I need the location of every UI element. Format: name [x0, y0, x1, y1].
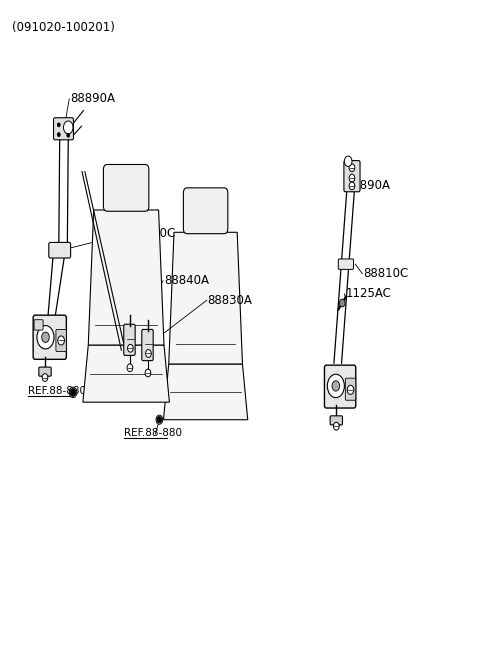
Circle shape — [156, 415, 163, 424]
Polygon shape — [169, 233, 242, 364]
Circle shape — [347, 385, 354, 394]
FancyBboxPatch shape — [39, 367, 51, 376]
Circle shape — [327, 374, 344, 398]
Text: 88820C: 88820C — [130, 227, 175, 240]
Circle shape — [57, 123, 60, 127]
Circle shape — [344, 156, 352, 166]
Polygon shape — [88, 210, 164, 345]
FancyBboxPatch shape — [33, 315, 66, 360]
Circle shape — [127, 364, 133, 371]
Circle shape — [58, 336, 64, 345]
Circle shape — [157, 417, 162, 423]
FancyBboxPatch shape — [344, 160, 360, 192]
Text: REF.88-880: REF.88-880 — [28, 386, 86, 396]
Circle shape — [57, 133, 60, 136]
Circle shape — [63, 121, 73, 134]
FancyBboxPatch shape — [345, 378, 356, 400]
Circle shape — [349, 174, 355, 182]
Circle shape — [339, 299, 345, 307]
Text: 88890A: 88890A — [70, 92, 115, 105]
FancyBboxPatch shape — [34, 320, 43, 330]
Text: 88810C: 88810C — [363, 267, 408, 280]
Text: (091020-100201): (091020-100201) — [12, 21, 115, 34]
Polygon shape — [164, 364, 248, 420]
Circle shape — [332, 381, 340, 391]
Circle shape — [349, 164, 355, 172]
FancyBboxPatch shape — [124, 324, 135, 356]
Text: REF.88-880: REF.88-880 — [124, 428, 182, 438]
Text: 88840A: 88840A — [164, 274, 209, 288]
Circle shape — [128, 345, 133, 352]
FancyBboxPatch shape — [183, 188, 228, 234]
FancyBboxPatch shape — [54, 118, 73, 140]
Circle shape — [349, 182, 355, 190]
Circle shape — [42, 373, 48, 381]
FancyBboxPatch shape — [103, 164, 149, 212]
FancyBboxPatch shape — [338, 259, 353, 269]
Circle shape — [67, 134, 70, 137]
Circle shape — [145, 369, 151, 377]
Polygon shape — [83, 345, 169, 402]
Circle shape — [334, 422, 339, 430]
Circle shape — [145, 350, 151, 358]
FancyBboxPatch shape — [324, 365, 356, 408]
Circle shape — [69, 387, 77, 398]
Circle shape — [37, 326, 54, 349]
FancyBboxPatch shape — [49, 242, 71, 258]
Circle shape — [42, 332, 49, 343]
FancyBboxPatch shape — [142, 329, 153, 361]
Circle shape — [70, 388, 76, 396]
Text: 88830A: 88830A — [208, 293, 252, 307]
Text: 1125AC: 1125AC — [345, 288, 391, 300]
Text: 88890A: 88890A — [345, 179, 390, 193]
FancyBboxPatch shape — [330, 416, 343, 425]
FancyBboxPatch shape — [56, 329, 66, 352]
